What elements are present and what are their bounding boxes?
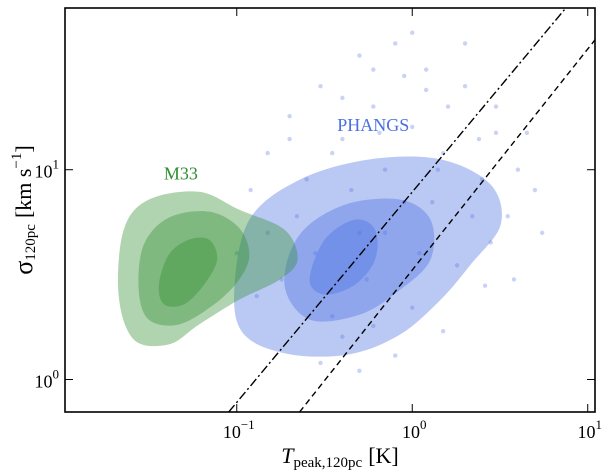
tick-label: 101 — [35, 157, 60, 182]
x-axis-label: Tpeak,120pc [K] — [281, 443, 399, 471]
scatter-point — [371, 67, 376, 72]
scatter-point — [417, 250, 422, 256]
scatter-point — [539, 230, 545, 236]
scatter-point — [330, 150, 335, 156]
scatter-point — [382, 167, 388, 172]
tick-exponent: 0 — [53, 366, 60, 381]
scatter-point — [462, 41, 468, 46]
subscript: peak,120pc — [293, 455, 362, 471]
symbol: T — [281, 443, 295, 468]
scatter-point — [505, 214, 510, 219]
tick-base: 10 — [35, 162, 53, 182]
scatter-point — [382, 230, 388, 236]
scatter-point — [410, 124, 415, 130]
scatter-point — [371, 323, 376, 329]
scatter-point — [423, 67, 429, 72]
density-contour — [309, 219, 378, 295]
scatter-point — [440, 150, 446, 156]
scatter-point — [470, 214, 475, 219]
scatter-point — [454, 263, 460, 268]
scatter-point — [532, 187, 538, 193]
scatter-point — [357, 368, 362, 374]
scatter-point — [357, 53, 362, 58]
tick-exponent: 1 — [53, 157, 60, 172]
scatter-point — [430, 200, 435, 205]
series-label: PHANGS — [337, 115, 409, 135]
tick-exponent: −1 — [241, 417, 255, 432]
unit: [K] — [368, 443, 399, 468]
scatter-point — [340, 95, 345, 101]
y-axis-label: σ120pc [km s−1] — [9, 145, 39, 274]
scatter-point — [377, 130, 382, 135]
tick-exponent: 0 — [420, 417, 427, 432]
scatter-point — [462, 84, 468, 89]
scatter-point — [402, 73, 407, 79]
scatter-point — [445, 104, 451, 109]
subscript: 120pc — [23, 224, 39, 261]
scatter-point — [488, 240, 493, 245]
unit-end: ] — [11, 145, 36, 152]
scatter-point — [423, 87, 429, 93]
tick-base: 10 — [223, 422, 241, 442]
reference-line — [228, 8, 567, 412]
density-contour — [234, 156, 502, 357]
scatter-point — [393, 41, 398, 46]
tick-exponent: 1 — [595, 417, 602, 432]
scatter-point — [279, 277, 284, 282]
scatter-point — [435, 167, 441, 172]
scatter-point — [515, 167, 521, 172]
tick-label: 101 — [577, 417, 602, 442]
tick-label: 100 — [402, 417, 427, 442]
scatter-point — [265, 150, 270, 156]
tick-base: 10 — [402, 422, 420, 442]
axes-frame — [64, 7, 596, 413]
density-contour — [138, 211, 250, 326]
unit: [km s — [11, 169, 36, 219]
density-contour — [158, 237, 218, 307]
density-contour — [284, 198, 435, 322]
series-label: M33 — [164, 163, 198, 183]
scatter-point — [318, 84, 323, 89]
scatter-point — [287, 136, 292, 142]
scatter-point — [476, 136, 482, 142]
scatter-point — [493, 104, 499, 109]
scatter-point — [254, 293, 259, 299]
scatter-point — [349, 187, 354, 193]
symbol: σ — [9, 261, 38, 275]
scatter-point — [313, 250, 318, 256]
tick-base: 10 — [577, 422, 595, 442]
scatter-point — [318, 360, 323, 366]
scatter-point — [330, 314, 335, 319]
tick-base: 10 — [35, 372, 53, 392]
scatter-point — [234, 250, 239, 256]
tick-label: 10−1 — [223, 417, 255, 442]
scatter-point — [248, 187, 253, 193]
scatter-point — [265, 230, 270, 236]
density-contour — [117, 191, 298, 347]
scatter-point — [357, 230, 362, 236]
unit-exponent: −1 — [9, 153, 25, 169]
tick-label: 100 — [35, 366, 60, 391]
scatter-point — [524, 130, 530, 135]
reference-line — [299, 39, 595, 412]
scatter-point — [493, 130, 499, 135]
scatter-point — [287, 113, 292, 119]
scatter-point — [482, 283, 488, 288]
scatter-point — [340, 334, 345, 339]
plot-area: PHANGS M33 — [117, 8, 595, 412]
scatter-point — [294, 214, 300, 219]
scatter-point — [340, 136, 345, 142]
scatter-point — [364, 277, 369, 282]
scatter-point — [410, 30, 415, 35]
scatter-point — [371, 104, 376, 109]
scatter-point — [393, 353, 398, 358]
scatter-point — [304, 177, 309, 182]
scatter-point — [410, 305, 415, 310]
scatter-point — [511, 277, 517, 282]
scatter-point — [440, 328, 446, 334]
